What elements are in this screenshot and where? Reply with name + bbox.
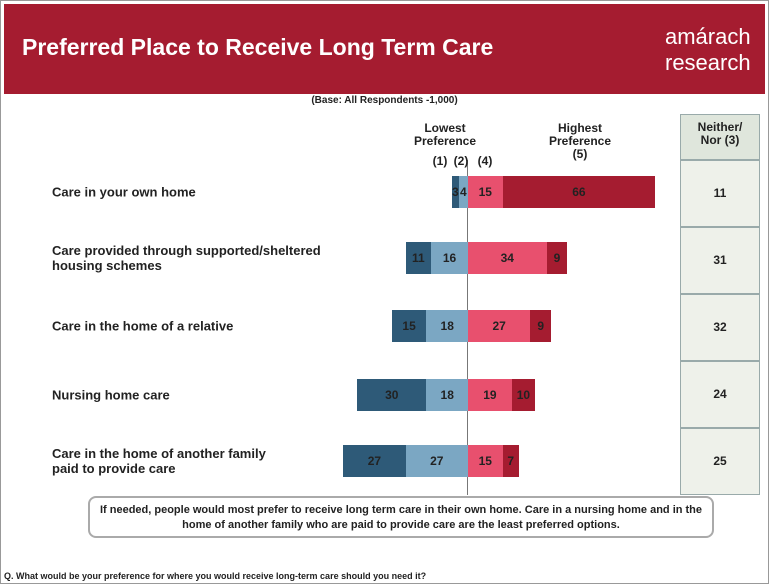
value-label: 10: [516, 388, 531, 402]
neither-cell: 31: [680, 227, 760, 294]
neither-cell: 25: [680, 428, 760, 495]
value-label: 4: [460, 185, 467, 199]
bar-segment: [546, 242, 568, 274]
value-label: 9: [553, 251, 561, 265]
bar-segment: [391, 310, 427, 342]
value-label: 3: [451, 185, 459, 199]
bar-segment: [343, 445, 406, 477]
value-label: 27: [430, 454, 444, 468]
neither-cell: 24: [680, 361, 760, 428]
value-label: 15: [402, 319, 416, 333]
bar-segment: [468, 242, 547, 274]
bar-segment: [468, 445, 503, 477]
bar-segment: [357, 379, 427, 411]
neither-cell: 32: [680, 294, 760, 361]
bar-segment: [511, 379, 535, 411]
bar-segment: [502, 445, 519, 477]
category-label: Nursing home care: [52, 387, 170, 403]
series-label: (4): [477, 154, 493, 168]
logo: research: [665, 50, 751, 75]
note: If needed, people would most prefer to r…: [88, 496, 714, 538]
logo: amárach: [665, 24, 751, 49]
bar-segment: [468, 310, 531, 342]
header-band: [4, 4, 765, 94]
bar-segment: [426, 310, 468, 342]
value-label: 15: [478, 185, 492, 199]
bar-segment: [405, 242, 432, 274]
subtitle: (Base: All Respondents -1,000): [311, 95, 458, 106]
chart-title: Preferred Place to Receive Long Term Car…: [22, 34, 494, 60]
value-label: 7: [507, 454, 515, 468]
low-heading: Lowest Preference: [413, 121, 477, 148]
value-label: 27: [367, 454, 382, 468]
bar-segment: [426, 379, 468, 411]
series-label: (1): [432, 154, 448, 168]
value-label: 19: [483, 388, 497, 402]
category-label: Care in the home of another family paid …: [52, 446, 266, 476]
value-label: 66: [572, 185, 586, 199]
value-label: 11: [411, 251, 425, 265]
series-label: (2): [453, 154, 469, 168]
value-label: 18: [440, 388, 454, 402]
bar-segment: [468, 379, 512, 411]
series-label: (5): [572, 147, 588, 161]
value-label: 16: [442, 251, 457, 265]
value-label: 27: [492, 319, 506, 333]
bar-segment: [431, 242, 468, 274]
bar-segment: [405, 445, 468, 477]
category-label: Care in the home of a relative: [52, 318, 234, 334]
value-label: 15: [478, 454, 492, 468]
neither-cell: 11: [680, 160, 760, 227]
bar-segment: [468, 176, 503, 208]
neither-heading: Neither/ Nor (3): [680, 114, 760, 160]
bar-segment: [530, 310, 552, 342]
question: Q. What would be your preference for whe…: [4, 571, 427, 581]
bar-segment: [502, 176, 656, 208]
bar-segment: [451, 176, 459, 208]
value-label: 30: [385, 388, 399, 402]
category-label: Care provided through supported/sheltere…: [52, 243, 321, 273]
category-label: Care in your own home: [52, 184, 196, 200]
value-label: 18: [440, 319, 454, 333]
value-label: 34: [500, 251, 514, 265]
bar-segment: [458, 176, 468, 208]
value-label: 9: [537, 319, 545, 333]
high-heading: Highest Preference: [548, 121, 612, 148]
